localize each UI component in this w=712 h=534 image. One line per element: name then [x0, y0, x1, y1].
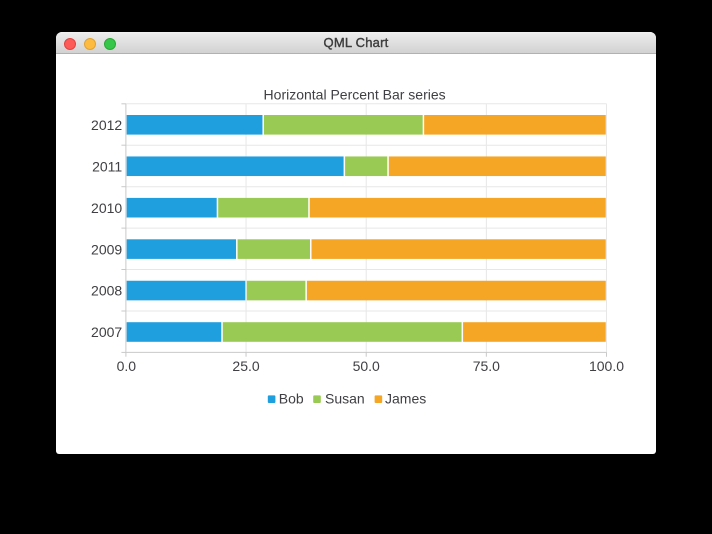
svg-text:James: James	[385, 390, 426, 406]
svg-text:Bob: Bob	[279, 390, 304, 406]
svg-text:2011: 2011	[92, 158, 122, 174]
svg-text:2010: 2010	[91, 200, 122, 216]
svg-text:Horizontal Percent Bar series: Horizontal Percent Bar series	[264, 87, 446, 103]
svg-text:2007: 2007	[91, 324, 122, 340]
svg-text:2012: 2012	[91, 117, 122, 133]
svg-text:0.0: 0.0	[117, 358, 137, 374]
svg-text:Susan: Susan	[325, 390, 365, 406]
svg-text:25.0: 25.0	[232, 358, 259, 374]
svg-text:2008: 2008	[91, 283, 122, 299]
svg-text:50.0: 50.0	[353, 358, 380, 374]
svg-text:2009: 2009	[91, 241, 122, 257]
svg-text:100.0: 100.0	[589, 358, 624, 374]
svg-text:75.0: 75.0	[473, 358, 500, 374]
